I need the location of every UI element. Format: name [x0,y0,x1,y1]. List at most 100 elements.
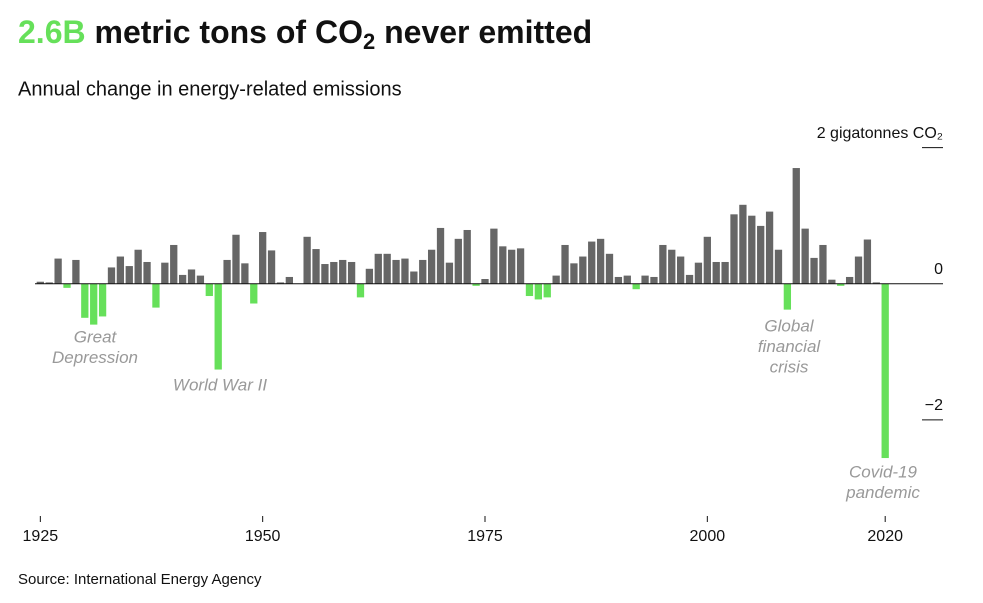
bar [801,228,809,284]
bar [383,253,391,284]
bar [570,263,578,284]
bar [125,266,133,284]
bar [454,238,462,284]
bar [374,253,382,284]
bar [579,256,587,284]
annotation: Global [764,316,814,335]
annotation: financial [758,337,822,356]
bar [410,271,418,284]
bar [605,253,614,284]
bar [552,275,560,284]
bar [854,256,863,284]
bar [356,283,365,298]
bar [863,239,872,284]
bar [677,256,685,284]
bar [490,228,498,284]
bar [419,259,427,284]
bar [641,275,649,284]
bar [392,259,400,284]
bar [259,232,267,284]
bar [614,276,623,284]
bar [765,211,774,284]
bar [134,249,142,284]
bar [143,261,151,284]
bar [401,258,409,284]
bar [161,262,169,284]
annotation: Great [74,327,118,346]
bar [632,283,640,290]
bar [98,283,107,317]
bar [508,249,516,284]
bar [828,279,836,284]
bar [330,261,338,284]
annotation: Covid-19 [849,462,918,481]
bar [276,282,285,284]
bar [881,283,889,459]
x-tick-label: 1950 [245,528,281,545]
bar [436,227,445,284]
bar [347,261,356,284]
y-tick-label: 0 [934,261,943,278]
bar [36,281,44,284]
y-tick-label: 2 gigatonnes CO₂ [817,125,943,142]
bar [223,259,231,284]
bar [170,244,178,284]
bar [596,238,605,284]
annotation: crisis [770,357,809,376]
bar [107,267,116,284]
bar [72,259,80,284]
bar [694,262,703,284]
bar [232,234,240,284]
bar [757,225,765,284]
x-tick-label: 2020 [867,528,903,545]
bar [445,262,454,284]
bar [152,283,160,308]
bar [783,283,792,310]
bar [748,215,756,284]
bar [463,229,471,284]
bar [285,276,293,284]
bar [250,283,258,304]
bar [365,268,374,284]
bar [321,264,329,284]
bar [561,244,569,284]
bar [534,283,543,300]
bar [810,257,818,284]
bar [525,283,534,297]
bar [819,244,827,284]
bar [481,279,489,284]
bar [721,261,729,284]
bar [472,283,480,286]
bar [267,250,276,284]
bar [792,168,800,284]
bar [730,214,738,284]
chart-title: 2.6B metric tons of CO2 never emitted [18,14,592,58]
bar [312,249,320,284]
x-tick-label: 2000 [690,528,726,545]
bar [499,246,507,284]
bar [214,283,222,370]
bar [650,276,658,284]
subtitle: Annual change in energy-related emission… [18,78,402,100]
bar [543,283,551,298]
bar [427,249,436,284]
bar [872,282,880,284]
bar [54,258,62,284]
bar [303,236,311,284]
bar [45,282,53,284]
bar [837,283,845,286]
bar [63,283,71,288]
bar [703,236,711,284]
bar [81,283,89,318]
bar [845,276,854,284]
bar [774,249,783,284]
bar [178,274,187,284]
bar [116,256,125,284]
bar [339,259,347,284]
annotation: World War II [173,375,267,394]
bar [659,244,667,284]
bar [712,261,720,284]
source: Source: International Energy Agency [18,571,262,588]
y-tick-label: −2 [925,397,943,414]
bar [205,283,213,297]
